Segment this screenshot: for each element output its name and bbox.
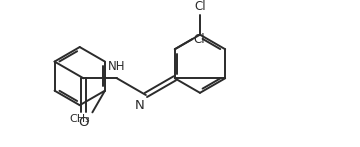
Text: Cl: Cl	[194, 33, 206, 46]
Text: N: N	[134, 99, 144, 112]
Text: CH₃: CH₃	[69, 114, 90, 124]
Text: Cl: Cl	[194, 0, 206, 13]
Text: O: O	[78, 116, 89, 129]
Text: NH: NH	[108, 60, 126, 73]
